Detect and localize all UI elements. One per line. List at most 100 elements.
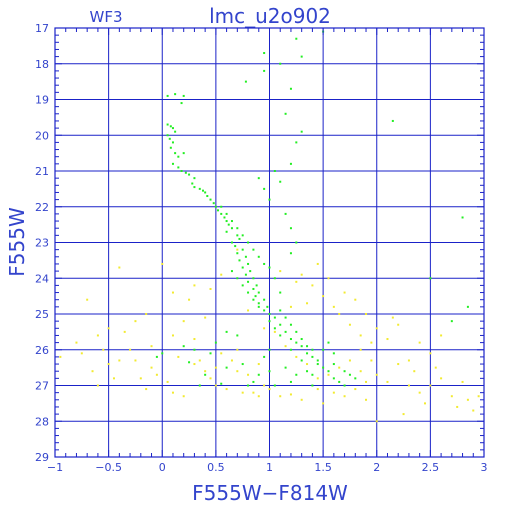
data-point <box>332 352 335 355</box>
data-point <box>263 52 266 55</box>
y-tick-label: 19 <box>35 94 49 107</box>
data-point <box>214 205 217 208</box>
data-point <box>220 273 223 276</box>
data-point <box>252 248 255 251</box>
data-point <box>273 327 276 330</box>
data-point <box>279 309 282 312</box>
data-point <box>322 295 325 298</box>
x-tick-label: 2.5 <box>422 461 440 474</box>
data-point <box>348 359 351 362</box>
data-point <box>257 302 260 305</box>
data-point <box>236 277 239 280</box>
data-point <box>225 220 228 223</box>
data-point <box>263 187 266 190</box>
data-point <box>370 341 373 344</box>
data-point <box>338 366 341 369</box>
data-point <box>268 348 271 351</box>
data-point <box>107 327 110 330</box>
data-point <box>273 170 276 172</box>
data-point <box>241 284 244 287</box>
data-point <box>91 370 94 373</box>
data-point <box>343 395 346 398</box>
data-point <box>338 313 341 315</box>
data-point <box>322 402 325 405</box>
data-point <box>273 330 276 333</box>
data-point <box>118 359 121 362</box>
data-point <box>316 359 319 362</box>
data-point <box>266 305 269 308</box>
data-point <box>316 363 319 366</box>
data-point <box>236 348 239 351</box>
data-point <box>289 162 292 165</box>
data-point <box>238 237 241 240</box>
data-point <box>244 255 247 258</box>
y-tick-label: 29 <box>35 451 49 464</box>
data-point <box>257 305 260 308</box>
data-point <box>236 370 239 373</box>
data-point <box>188 361 191 364</box>
data-point <box>300 345 303 348</box>
data-point <box>418 341 421 344</box>
data-point <box>247 291 250 294</box>
y-tick-label: 28 <box>35 415 49 428</box>
data-point <box>182 395 185 398</box>
data-point <box>174 130 177 133</box>
data-point <box>284 112 287 115</box>
data-point <box>284 366 287 369</box>
data-point <box>202 189 205 192</box>
data-point <box>209 377 212 380</box>
data-point <box>145 313 148 315</box>
data-point <box>440 377 443 380</box>
data-point <box>316 262 319 265</box>
data-point <box>300 273 303 276</box>
data-point <box>289 87 292 90</box>
y-tick-label: 21 <box>35 165 49 178</box>
chart-title: lmc_u2o902 <box>209 4 331 28</box>
data-point <box>150 345 153 348</box>
data-point <box>268 266 271 269</box>
data-point <box>223 216 226 219</box>
data-point <box>263 355 266 358</box>
data-point <box>461 216 464 219</box>
data-point <box>434 366 437 369</box>
data-point <box>150 366 153 369</box>
y-tick-label: 25 <box>35 308 49 321</box>
data-point <box>169 125 172 128</box>
data-point <box>306 352 309 355</box>
data-point <box>257 255 260 258</box>
data-point <box>204 191 207 194</box>
tick-labels: −1 −0.5 0 0.5 1 1.5 2 2.5 3 17 18 19 20 21 22 23 24 25 26 2… <box>35 22 488 474</box>
data-point <box>236 227 239 230</box>
y-axis-label: F555W <box>5 207 29 277</box>
data-point <box>300 338 303 341</box>
y-tick-label: 18 <box>35 58 49 71</box>
data-point <box>365 313 368 315</box>
data-point <box>171 162 174 165</box>
data-point <box>295 37 298 40</box>
data-point <box>247 241 250 244</box>
data-point <box>241 391 244 394</box>
data-point <box>289 305 292 308</box>
data-point <box>236 234 239 237</box>
data-point <box>249 270 252 273</box>
data-point <box>225 388 228 391</box>
data-point <box>391 316 394 319</box>
data-point <box>236 334 239 337</box>
data-point <box>198 187 201 190</box>
data-point <box>193 186 196 189</box>
data-point <box>241 234 244 237</box>
data-point <box>386 380 389 383</box>
data-point <box>348 323 351 326</box>
data-point <box>466 305 469 308</box>
y-tick-label: 24 <box>35 272 49 285</box>
data-point <box>155 355 158 358</box>
data-point <box>295 341 298 344</box>
data-point <box>212 202 215 205</box>
data-point <box>316 388 319 391</box>
data-point <box>375 327 378 330</box>
data-point <box>209 287 212 290</box>
data-point <box>155 373 158 376</box>
data-point <box>145 388 148 391</box>
data-point <box>214 384 217 387</box>
